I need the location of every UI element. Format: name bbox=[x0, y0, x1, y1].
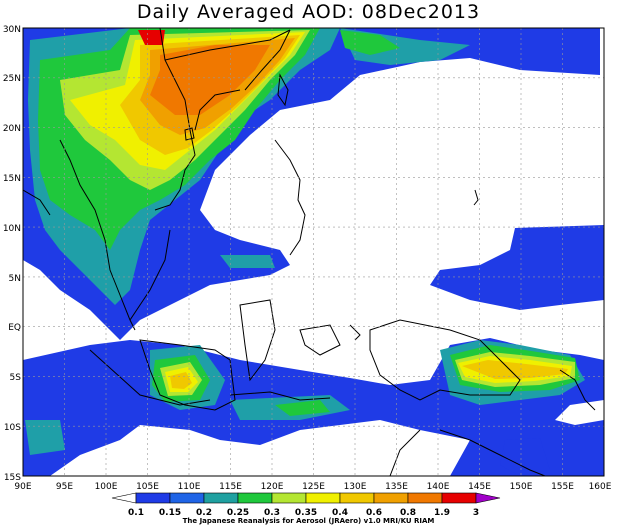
colorbar-swatch bbox=[203, 492, 239, 504]
lat-tick-label: 5S bbox=[10, 373, 22, 383]
colorbar-swatch bbox=[373, 492, 409, 504]
colorbar-swatch bbox=[169, 492, 205, 504]
colorbar-swatch bbox=[407, 492, 443, 504]
aod-field bbox=[23, 28, 604, 476]
coastlines bbox=[23, 28, 596, 476]
lon-tick-label: 150E bbox=[510, 482, 533, 492]
lat-tick-label: 15S bbox=[4, 473, 21, 483]
map-title: Daily Averaged AOD: 08Dec2013 bbox=[136, 1, 481, 23]
lon-tick-label: 145E bbox=[468, 482, 491, 492]
lon-tick-label: 110E bbox=[178, 482, 201, 492]
lat-tick-label: EQ bbox=[8, 323, 21, 333]
colorbar: 0.1 0.15 0.2 0.25 0.3 0.35 0.4 0.6 0.8 1… bbox=[111, 492, 501, 518]
lon-tick-label: 130E bbox=[344, 482, 367, 492]
colorbar-swatch bbox=[339, 492, 375, 504]
aod-contour-3 bbox=[138, 30, 165, 45]
lon-tick-labels: 90E 95E 100E 105E 110E 115E 120E 125E 13… bbox=[14, 482, 611, 492]
aod-contour-0.3 bbox=[275, 400, 330, 416]
lon-tick-label: 105E bbox=[136, 482, 159, 492]
lon-tick-label: 90E bbox=[14, 482, 31, 492]
lat-tick-label: 5N bbox=[9, 274, 21, 284]
colorbar-label: 0.6 bbox=[366, 508, 382, 518]
colorbar-label: 0.8 bbox=[400, 508, 416, 518]
colorbar-label: 0.15 bbox=[159, 508, 181, 518]
lon-tick-label: 125E bbox=[302, 482, 325, 492]
colorbar-label: 0.35 bbox=[295, 508, 317, 518]
lon-tick-label: 135E bbox=[385, 482, 408, 492]
lat-tick-label: 25N bbox=[3, 74, 21, 84]
colorbar-label: 0.1 bbox=[128, 508, 144, 518]
credit-line: The Japanese Reanalysis for Aerosol (JRA… bbox=[182, 517, 435, 525]
aod-contour-0.15 bbox=[430, 225, 604, 310]
lon-tick-label: 120E bbox=[261, 482, 284, 492]
colorbar-swatch bbox=[135, 492, 171, 504]
colorbar-label: 1.9 bbox=[434, 508, 450, 518]
aod-contour-0.6 bbox=[170, 372, 192, 389]
colorbar-swatch bbox=[441, 492, 477, 504]
lon-tick-label: 160E bbox=[589, 482, 612, 492]
aod-contour-0.2 bbox=[25, 420, 65, 455]
colorbar-swatch bbox=[271, 492, 307, 504]
colorbar-swatch bbox=[475, 492, 501, 504]
colorbar-label: 0.4 bbox=[332, 508, 348, 518]
lat-tick-labels: 30N 25N 20N 15N 10N 5N EQ 5S 10S 15S bbox=[3, 25, 21, 483]
colorbar-swatch bbox=[305, 492, 341, 504]
colorbar-label: 0.25 bbox=[227, 508, 249, 518]
lon-tick-label: 140E bbox=[427, 482, 450, 492]
graticule bbox=[23, 28, 604, 476]
lat-tick-label: 10N bbox=[3, 224, 21, 234]
colorbar-swatch bbox=[237, 492, 273, 504]
aod-contour-0.2 bbox=[220, 255, 275, 268]
lat-tick-label: 20N bbox=[3, 124, 21, 134]
lon-tick-label: 100E bbox=[95, 482, 118, 492]
lat-tick-label: 10S bbox=[4, 423, 21, 433]
aod-contour-1.9 bbox=[150, 45, 270, 115]
lon-tick-label: 115E bbox=[219, 482, 242, 492]
colorbar-label: 3 bbox=[473, 508, 479, 518]
colorbar-swatch bbox=[111, 492, 137, 504]
lon-tick-label: 95E bbox=[56, 482, 73, 492]
aod-contour-0.6 bbox=[462, 360, 568, 379]
aod-contour-0.15 bbox=[500, 438, 550, 476]
colorbar-label: 0.3 bbox=[264, 508, 280, 518]
colorbar-label: 0.2 bbox=[196, 508, 212, 518]
lon-tick-label: 155E bbox=[551, 482, 574, 492]
lat-tick-label: 15N bbox=[3, 174, 21, 184]
lat-tick-label: 30N bbox=[3, 25, 21, 35]
plot-frame bbox=[22, 27, 605, 477]
